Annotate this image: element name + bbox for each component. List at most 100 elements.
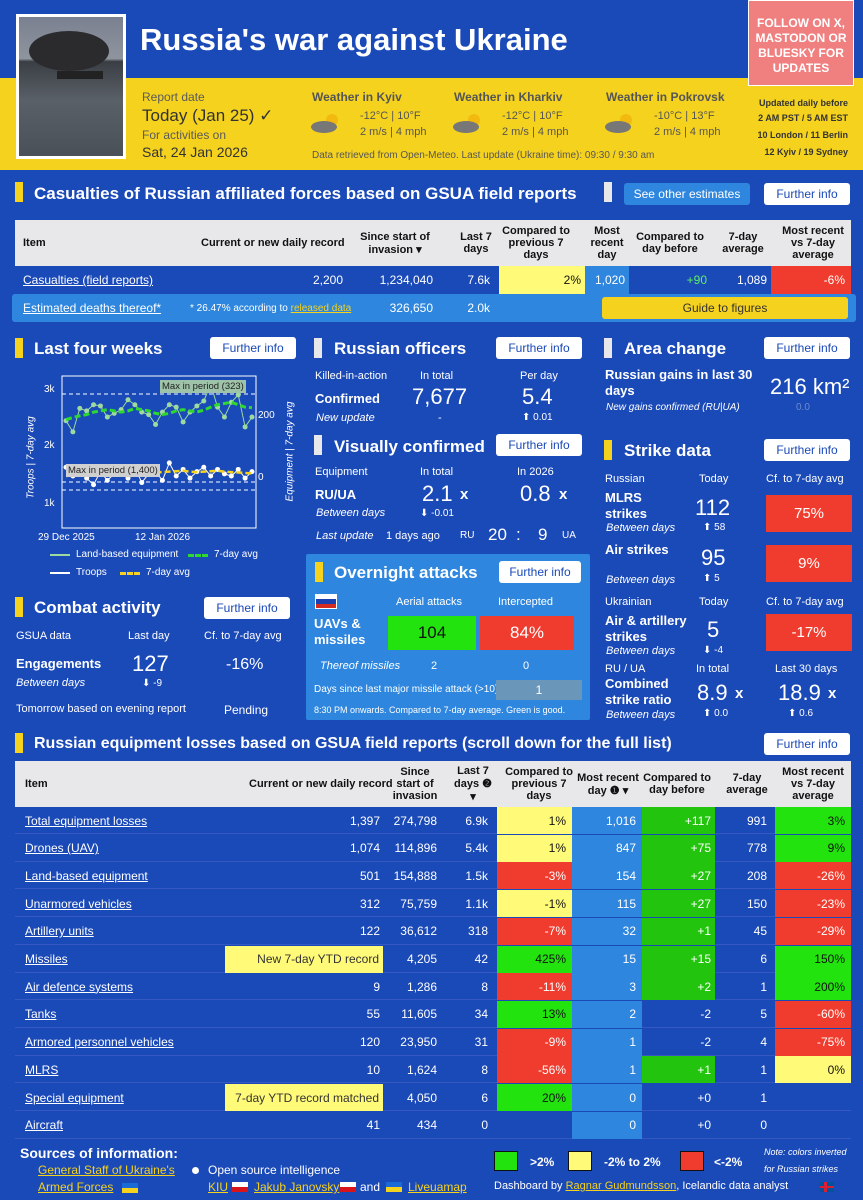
row-item-link[interactable]: Tanks [25, 1007, 57, 1022]
strike-cf: Cf. to 7-day avg [766, 473, 844, 485]
visual-further-info-button[interactable]: Further info [496, 434, 582, 456]
row-item-link[interactable]: Special equipment [25, 1090, 124, 1105]
row-item-link[interactable]: Artillery units [25, 924, 94, 939]
activities-date: Sat, 24 Jan 2026 [142, 144, 248, 160]
strike-ukrainian: Ukrainian [605, 596, 652, 608]
visual-bar [314, 435, 322, 455]
row-item-link[interactable]: Aircraft [25, 1118, 64, 1133]
eq-col-prev7: Compared to previous 7 days [505, 766, 573, 802]
eq-col-vs7: Most recent vs 7-day average [782, 766, 844, 802]
since-value: 36,612 [400, 924, 437, 939]
weeks-further-info-button[interactable]: Further info [210, 337, 296, 359]
mlrs-value: 112 [695, 495, 731, 520]
weather-city: Weather in Kharkiv [454, 90, 563, 104]
daybefore-value: +27 [642, 890, 715, 918]
tick-200: 200 [258, 410, 275, 421]
follow-box[interactable]: FOLLOW ON X, MASTODON OR BLUESKY FOR UPD… [748, 0, 854, 86]
row-item-link[interactable]: MLRS [25, 1062, 59, 1077]
row-item-link[interactable]: Total equipment losses [25, 813, 148, 828]
eq-point [221, 414, 227, 420]
table-row: MLRS 10 1,624 8 -56% 1 +1 1 0% [15, 1056, 851, 1084]
released-data-link[interactable]: released data [290, 302, 352, 314]
eq-point [146, 412, 152, 418]
prev7-value: -3% [497, 862, 572, 890]
strike-bar [604, 440, 612, 460]
row-item-link[interactable]: Missiles [25, 952, 68, 966]
troops-point [91, 482, 97, 488]
visual-ru-val: 20 [488, 525, 507, 544]
days-since-label: Days since last major missile attack (>1… [314, 684, 499, 695]
officers-further-info-button[interactable]: Further info [496, 337, 582, 359]
row-item-link[interactable]: Air defence systems [25, 979, 134, 994]
art-label-text: Air & artillery strikes [605, 613, 687, 644]
legend-tr-icon [50, 572, 70, 574]
recent-value: 1 [572, 1056, 642, 1084]
last7-value: 31 [474, 1035, 488, 1050]
last7-value: 7.6k [467, 273, 490, 287]
avg-value: 1,089 [736, 273, 767, 287]
general-staff-link[interactable]: General Staff of Ukraine's [38, 1163, 175, 1177]
follow-text[interactable]: FOLLOW ON X, MASTODON OR BLUESKY FOR UPD… [755, 16, 847, 75]
equipment-further-info-button[interactable]: Further info [764, 733, 850, 755]
row-item-link[interactable]: Unarmored vehicles [25, 896, 132, 911]
avg-value: 45 [753, 924, 767, 939]
record-value: New 7-day YTD record [225, 945, 383, 973]
visual-equipment: Equipment [315, 466, 368, 478]
legend-eq: Land-based equipment [76, 549, 179, 560]
recent-value: 1,020 [585, 266, 629, 294]
eq-point [180, 419, 186, 425]
eq-col-recent[interactable]: Most recent day ❶ ▾ [577, 771, 639, 797]
troops-point [166, 460, 172, 466]
combat-further-info-button[interactable]: Further info [204, 597, 290, 619]
guide-to-figures-button[interactable]: Guide to figures [602, 297, 848, 319]
casualties-link[interactable]: Casualties (field reports) [23, 273, 154, 287]
estimated-deaths-link[interactable]: Estimated deaths thereof* [23, 301, 162, 315]
combined-x1: x [735, 685, 744, 702]
janovsky-link[interactable]: Jakub Janovsky [254, 1180, 340, 1194]
tick-3k: 3k [44, 384, 55, 395]
estimated-deaths-row: Estimated deaths thereof* * 26.47% accor… [12, 294, 856, 322]
record-value: 7-day YTD record matched [225, 1084, 383, 1111]
casualties-further-info-button[interactable]: Further info [764, 183, 850, 205]
eq-col-daybefore: Compared to day before [643, 772, 711, 796]
russia-flag-icon [315, 594, 337, 609]
daybefore-value: +75 [642, 834, 715, 862]
armed-forces-link[interactable]: Armed Forces [38, 1180, 114, 1194]
col-since[interactable]: Since start of invasion ▾ [360, 230, 430, 256]
weather-city: Weather in Pokrovsk [606, 90, 725, 104]
see-other-estimates-button[interactable]: See other estimates [624, 183, 750, 205]
strike-in-total: In total [696, 663, 730, 675]
equipment-table: Item Current or new daily record Since s… [15, 761, 851, 1141]
eq-col-last7[interactable]: Last 7 days ❷ ▾ [454, 765, 492, 803]
legend-yellow: -2% to 2% [604, 1155, 661, 1169]
art-delta: ⬇ -4 [703, 645, 724, 656]
row-item-link[interactable]: Drones (UAV) [25, 841, 99, 856]
weather-kyiv: Weather in Kyiv -12°C | 10°F 2 m/s | 4 m… [310, 90, 450, 140]
area-gains: Russian gains in last 30 days [605, 367, 755, 399]
eq-point [249, 414, 255, 420]
strike-further-info-button[interactable]: Further info [764, 439, 850, 461]
overnight-further-info-button[interactable]: Further info [499, 561, 581, 583]
dashboard-credit: Dashboard by Ragnar Gudmundsson, Iceland… [494, 1180, 788, 1192]
author-link[interactable]: Ragnar Gudmundsson [565, 1180, 677, 1192]
combined-total: 8.9 [697, 680, 728, 705]
liveuamap-link[interactable]: Liveuamap [408, 1180, 467, 1194]
area-further-info-button[interactable]: Further info [764, 337, 850, 359]
row-item-link[interactable]: Armored personnel vehicles [25, 1035, 174, 1050]
updated-line-1: Updated daily before [758, 98, 848, 108]
art-between: Between days [606, 645, 676, 657]
prev7-value: -1% [497, 890, 572, 918]
last7-value: 8 [481, 979, 488, 994]
overnight-note: 8:30 PM onwards. Compared to 7-day avera… [314, 705, 566, 715]
officers-in-total: In total [420, 370, 454, 382]
col-daybefore: Compared to day before [636, 231, 704, 255]
row-item-link[interactable]: Land-based equipment [25, 868, 148, 883]
casualties-bar [15, 182, 23, 202]
kiu-link[interactable]: KIU [208, 1180, 229, 1194]
legend-red-swatch [680, 1151, 704, 1171]
iceland-flag-icon [820, 1182, 834, 1192]
prev7-value: -7% [497, 917, 572, 945]
weather-kharkiv: Weather in Kharkiv -12°C | 10°F 2 m/s | … [452, 90, 592, 140]
art-cf: -17% [766, 614, 852, 651]
since-value: 4,205 [406, 952, 437, 966]
